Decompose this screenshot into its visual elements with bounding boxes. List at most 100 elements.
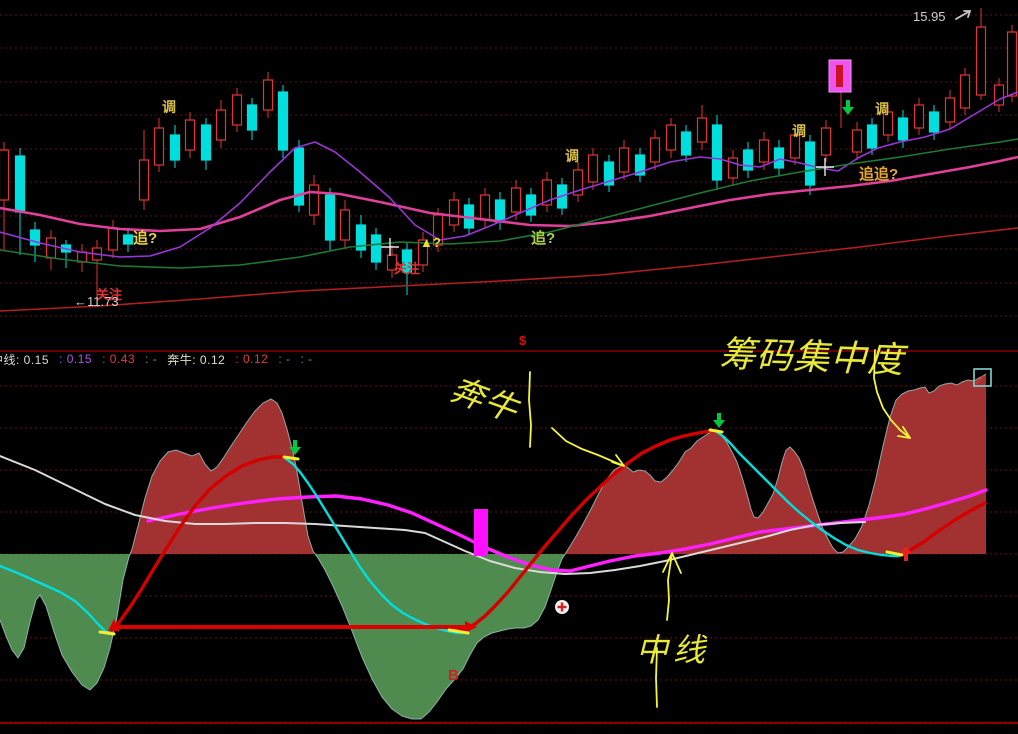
note-tiao-2: 调 [565, 148, 579, 164]
green-down-arrow-icon [289, 440, 301, 455]
candle-up [0, 149, 10, 201]
note-guanzhu-2: 关注 [394, 261, 421, 276]
candle-up [758, 139, 770, 163]
cyan-line-seg3 [715, 430, 902, 558]
candle-up [572, 169, 584, 196]
candle-up [215, 109, 227, 141]
candle-down [324, 194, 336, 241]
ma-fast-purple [0, 91, 1018, 258]
candle-up [262, 79, 274, 111]
candle-up [308, 184, 320, 216]
marquee-zoom-icon[interactable] [973, 368, 992, 387]
note-zhui-1: 追? [133, 230, 158, 247]
candle-down [29, 229, 41, 246]
candle-down [169, 134, 181, 161]
magenta-line [146, 488, 988, 573]
hand-arrow-zhongxian-head [671, 552, 682, 574]
candle-up [479, 194, 491, 221]
candle-down [246, 104, 258, 131]
indicator-label-token: : - [278, 352, 291, 366]
ma-mid-green [0, 138, 1018, 269]
indicator-label-token: : 0.43 [102, 352, 136, 366]
candle-up [618, 147, 630, 173]
candle-up [107, 227, 119, 251]
hand-arrow-chouma-head [902, 426, 911, 439]
candle-up [541, 179, 553, 206]
yellow-signal-tick [98, 630, 116, 636]
indicator-label-token: : - [145, 352, 158, 366]
hand-arrow-zhongxian-head [662, 552, 673, 573]
hand-arrow-zhongxian [666, 552, 673, 621]
candle-down [122, 234, 134, 245]
candle-down [866, 124, 878, 149]
indicator-label-token: : 0.15 [59, 352, 93, 366]
candle-up [417, 239, 429, 266]
hand-stroke-zhongxian-tail [655, 647, 658, 708]
candle-up [587, 154, 599, 183]
note-zhui-2: 追? [531, 230, 556, 247]
candle-down [370, 234, 382, 263]
candle-up [944, 97, 956, 123]
candle-down [773, 147, 785, 169]
candle-up [138, 159, 150, 201]
candle-down [634, 154, 646, 176]
green-down-arrow-icon [842, 100, 854, 115]
indicator-area-edge [0, 373, 987, 720]
candle-up [184, 119, 196, 151]
ma-slow-pink [0, 155, 1018, 233]
indicator-label-token: : 0.12 [235, 352, 269, 366]
note-guanzhu-1: 关注 [96, 287, 123, 302]
support-line-left-arrowhead [108, 619, 120, 631]
green-down-arrow-icon [713, 413, 725, 428]
candle-down [494, 199, 506, 223]
indicator-label-token: 奔牛: 0.12 [167, 352, 226, 367]
candle-up [1006, 31, 1018, 97]
candle-up [959, 74, 971, 109]
indicator-area-below-zero [0, 554, 986, 719]
red-line-seg3 [898, 501, 987, 557]
candle-up [882, 111, 894, 136]
candle-down [525, 194, 537, 216]
candle-up [789, 134, 801, 159]
candle-up [820, 127, 832, 156]
note-tiao-1: 调 [162, 99, 176, 115]
candle-down [355, 224, 367, 251]
candle-down [603, 161, 615, 186]
hand-arrow-chouma-head [897, 435, 911, 439]
marquee-zoom-icon [975, 375, 984, 385]
price-high-pointer-head [967, 10, 971, 18]
hand-stroke-benniu-tail [528, 371, 532, 448]
candle-up [975, 26, 987, 96]
yellow-signal-tick [282, 455, 300, 461]
candle-highlight-box-inner [836, 65, 843, 87]
trend-red [0, 227, 1018, 312]
yellow-signal-tick [885, 550, 904, 557]
price-high-label: 15.95 [913, 9, 946, 24]
candle-down [711, 124, 723, 181]
candle-down [804, 141, 816, 186]
candle-down [742, 149, 754, 171]
note-triangle: ▲? [420, 235, 441, 250]
note-zhuizhui: 追追? [859, 166, 899, 183]
candle-down [928, 111, 940, 133]
indicator-label-row: 中线: 0.15 : 0.15 : 0.43 : - 奔牛: 0.12 : 0.12 : -… [0, 352, 323, 367]
indicator-label-token: 中线: 0.15 [0, 352, 50, 367]
candle-up [913, 104, 925, 129]
candle-up [649, 137, 661, 163]
indicator-area-above-zero [0, 374, 986, 554]
hand-arrow-benniu-head [615, 454, 625, 467]
candle-up [696, 117, 708, 143]
price-low-label: ←11.73 [74, 294, 119, 309]
candle-up [851, 129, 863, 153]
hand-arrow-chouma [873, 349, 911, 439]
yellow-signal-tick [447, 628, 470, 635]
candle-up [386, 254, 398, 271]
indicator-label-token: : - [300, 352, 313, 366]
note-tiao-3: 调 [792, 123, 806, 139]
hand-note-chouma-jizhongdu: 筹码集中度 [718, 333, 906, 381]
candle-down [293, 147, 305, 206]
ticker-symbol: $ [519, 333, 527, 348]
candle-up [510, 187, 522, 213]
